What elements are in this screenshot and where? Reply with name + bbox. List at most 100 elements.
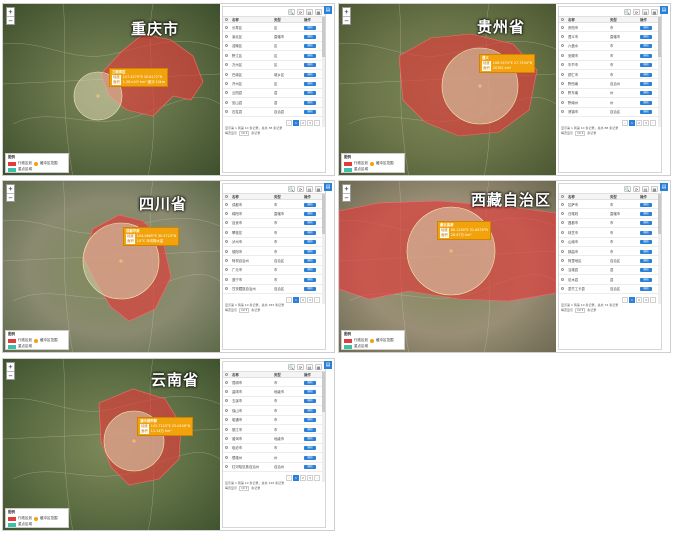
zoom-in-button[interactable]: + (8, 8, 13, 16)
edit-button[interactable]: 编辑 (304, 437, 316, 442)
table-row[interactable]: 铜仁市 市 编辑 (559, 70, 661, 80)
edit-button[interactable]: 编辑 (304, 72, 316, 77)
scrollbar-thumb[interactable] (322, 194, 325, 234)
column-header[interactable]: 类型 (274, 373, 281, 377)
column-header[interactable]: 名称 (568, 18, 575, 22)
edit-button[interactable]: 编辑 (640, 277, 652, 282)
row-checkbox[interactable] (561, 212, 564, 216)
edit-button[interactable]: 编辑 (640, 230, 652, 235)
next-page-button[interactable]: › (314, 296, 320, 303)
edit-button[interactable]: 编辑 (304, 110, 316, 115)
edit-button[interactable]: 编辑 (304, 259, 316, 264)
table-row[interactable]: 黔南州 州 编辑 (559, 98, 661, 108)
edit-button[interactable]: 编辑 (304, 249, 316, 254)
page-button[interactable]: 1 (629, 119, 635, 126)
row-checkbox[interactable] (225, 446, 228, 450)
grid-icon[interactable]: ▦ (651, 9, 658, 15)
zoom-out-button[interactable]: − (7, 193, 14, 202)
refresh-icon[interactable]: ⟳ (633, 9, 640, 15)
satellite-map[interactable] (3, 181, 220, 353)
row-checkbox[interactable] (561, 221, 564, 225)
columns-icon[interactable]: ▤ (306, 9, 313, 15)
table-row[interactable]: 保山市 市 编辑 (223, 406, 325, 416)
edit-button[interactable]: 编辑 (640, 259, 652, 264)
zoom-out-button[interactable]: − (343, 193, 350, 202)
page-button[interactable]: 2 (636, 296, 642, 303)
table-row[interactable]: 楚雄州 州 编辑 (223, 453, 325, 463)
edit-button[interactable]: 编辑 (304, 418, 316, 423)
edit-button[interactable]: 编辑 (304, 427, 316, 432)
row-checkbox[interactable] (225, 212, 228, 216)
row-checkbox[interactable] (225, 82, 228, 86)
table-row[interactable]: 毕节市 市 编辑 (559, 61, 661, 70)
row-checkbox[interactable] (225, 390, 228, 394)
row-checkbox[interactable] (561, 249, 564, 253)
column-header[interactable]: 操作 (304, 195, 311, 199)
table-row[interactable]: 德阳市 市 编辑 (223, 247, 325, 257)
table-row[interactable]: 昭通市 市 编辑 (223, 416, 325, 425)
edit-button[interactable]: 编辑 (304, 390, 316, 395)
row-checkbox[interactable] (225, 427, 228, 431)
edit-button[interactable]: 编辑 (304, 221, 316, 226)
edit-button[interactable]: 编辑 (304, 408, 316, 413)
edit-button[interactable]: 编辑 (304, 44, 316, 49)
row-checkbox[interactable] (225, 455, 228, 459)
table-row[interactable]: 绵阳市 直辖市 编辑 (223, 209, 325, 219)
table-row[interactable]: 攀枝花 市 编辑 (223, 228, 325, 238)
edit-button[interactable]: 编辑 (640, 53, 652, 58)
row-checkbox[interactable] (225, 91, 228, 95)
select-all-checkbox[interactable] (225, 18, 228, 21)
per-page-select[interactable]: 10 ▾ (239, 307, 250, 313)
row-checkbox[interactable] (225, 408, 228, 412)
column-header[interactable]: 类型 (610, 195, 617, 199)
column-header[interactable]: 名称 (232, 195, 239, 199)
edit-button[interactable]: 编辑 (304, 465, 316, 470)
refresh-icon[interactable]: ⟳ (633, 186, 640, 192)
table-row[interactable]: 甘孜藏族自治州 自治区 编辑 (223, 285, 325, 294)
row-checkbox[interactable] (225, 380, 228, 384)
edit-button[interactable]: 编辑 (640, 268, 652, 273)
row-checkbox[interactable] (225, 221, 228, 225)
table-row[interactable]: 普洱市 地级市 编辑 (223, 434, 325, 444)
next-page-button[interactable]: › (650, 296, 656, 303)
zoom-in-button[interactable]: + (344, 185, 349, 193)
row-checkbox[interactable] (225, 437, 228, 441)
edit-button[interactable]: 编辑 (304, 100, 316, 105)
per-page-select[interactable]: 10 ▾ (239, 485, 250, 491)
edit-button[interactable]: 编辑 (304, 446, 316, 451)
page-button[interactable]: 1 (293, 296, 299, 303)
info-popup[interactable]: 滇中城市群 经度 102.7123°E 25.0406°N 面积 11.14万 km² (137, 417, 194, 436)
row-checkbox[interactable] (225, 100, 228, 104)
info-popup[interactable]: 成都平原 经度 104.0665°E 30.5723°N 面积 10°C 年均降水量 (123, 227, 180, 246)
next-page-button[interactable]: › (650, 119, 656, 126)
row-checkbox[interactable] (561, 44, 564, 48)
zoom-out-button[interactable]: − (343, 16, 350, 25)
table-row[interactable]: 六盘水 市 编辑 (559, 42, 661, 52)
table-row[interactable]: 巴南区 城乡区 编辑 (223, 70, 325, 80)
row-checkbox[interactable] (225, 240, 228, 244)
row-checkbox[interactable] (225, 63, 228, 67)
zoom-in-button[interactable]: + (344, 8, 349, 16)
panel-toggle-button[interactable]: ▤ (324, 361, 332, 369)
page-button[interactable]: 3 (307, 474, 313, 481)
grid-icon[interactable]: ▦ (315, 9, 322, 15)
per-page-select[interactable]: 10 ▾ (575, 307, 586, 313)
row-checkbox[interactable] (225, 277, 228, 281)
table-row[interactable]: 黔江区 区 编辑 (223, 51, 325, 61)
table-row[interactable]: 广元市 市 编辑 (223, 266, 325, 276)
info-popup[interactable]: 遵义 经度 106.9274°E 27.7254°N 面积 30762 km² (479, 54, 536, 73)
table-row[interactable]: 自贡市 市 编辑 (223, 219, 325, 229)
row-checkbox[interactable] (225, 53, 228, 57)
table-scrollbar[interactable] (658, 17, 661, 127)
table-row[interactable]: 拉萨市 市 编辑 (559, 200, 661, 210)
search-icon[interactable]: 🔍 (624, 9, 631, 15)
table-row[interactable]: 日喀则 直辖市 编辑 (559, 209, 661, 219)
scrollbar-thumb[interactable] (322, 17, 325, 57)
table-row[interactable]: 泸州市 市 编辑 (223, 238, 325, 247)
edit-button[interactable]: 编辑 (640, 25, 652, 30)
search-icon[interactable]: 🔍 (288, 186, 295, 192)
row-checkbox[interactable] (561, 35, 564, 39)
table-row[interactable]: 清镇市 自治区 编辑 (559, 108, 661, 117)
row-checkbox[interactable] (561, 230, 564, 234)
row-checkbox[interactable] (561, 240, 564, 244)
